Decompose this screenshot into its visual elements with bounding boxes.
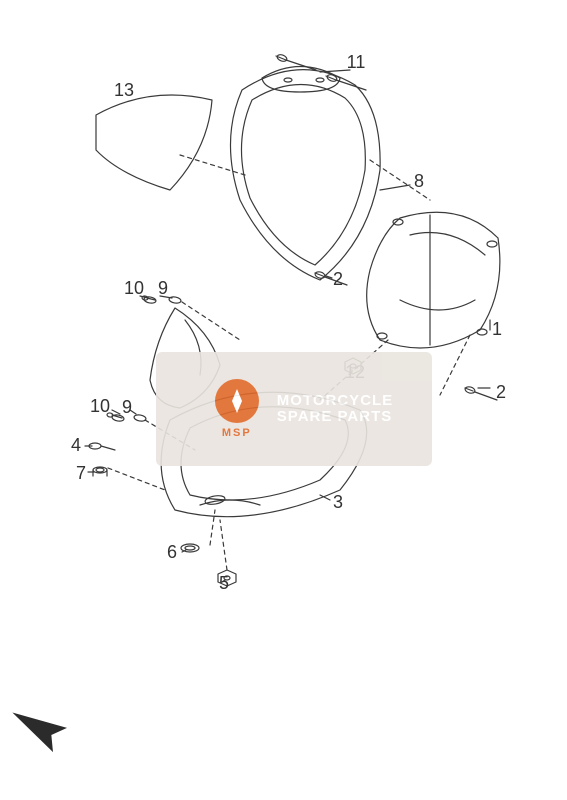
callout-7: 7 (76, 464, 86, 482)
callout-10a: 10 (90, 397, 110, 415)
watermark-line1: MOTORCYCLE (277, 393, 393, 410)
callout-8: 8 (414, 172, 424, 190)
callout-10b: 10 (124, 279, 144, 297)
callout-13: 13 (114, 81, 134, 99)
watermark-caption: MSP (222, 427, 252, 439)
compass-icon (215, 379, 259, 423)
callout-5: 5 (219, 574, 229, 592)
watermark-line2: SPARE PARTS (277, 409, 393, 426)
callout-2b: 2 (333, 270, 343, 288)
callout-6: 6 (167, 543, 177, 561)
callout-9a: 9 (122, 398, 132, 416)
callout-9b: 9 (158, 279, 168, 297)
watermark-text: MOTORCYCLE SPARE PARTS (277, 393, 393, 426)
watermark: MSP MOTORCYCLE SPARE PARTS (156, 352, 432, 466)
callout-11: 11 (347, 53, 366, 71)
callout-3: 3 (333, 493, 343, 511)
callout-2a: 2 (496, 383, 506, 401)
callout-1: 1 (492, 320, 502, 338)
watermark-logo: MSP (215, 379, 259, 439)
callout-4: 4 (71, 436, 81, 454)
compass-needle-icon (222, 386, 252, 416)
parts-diagram: 1 2 2 3 4 5 6 7 8 9 9 10 10 11 12 13 MSP… (0, 0, 567, 800)
